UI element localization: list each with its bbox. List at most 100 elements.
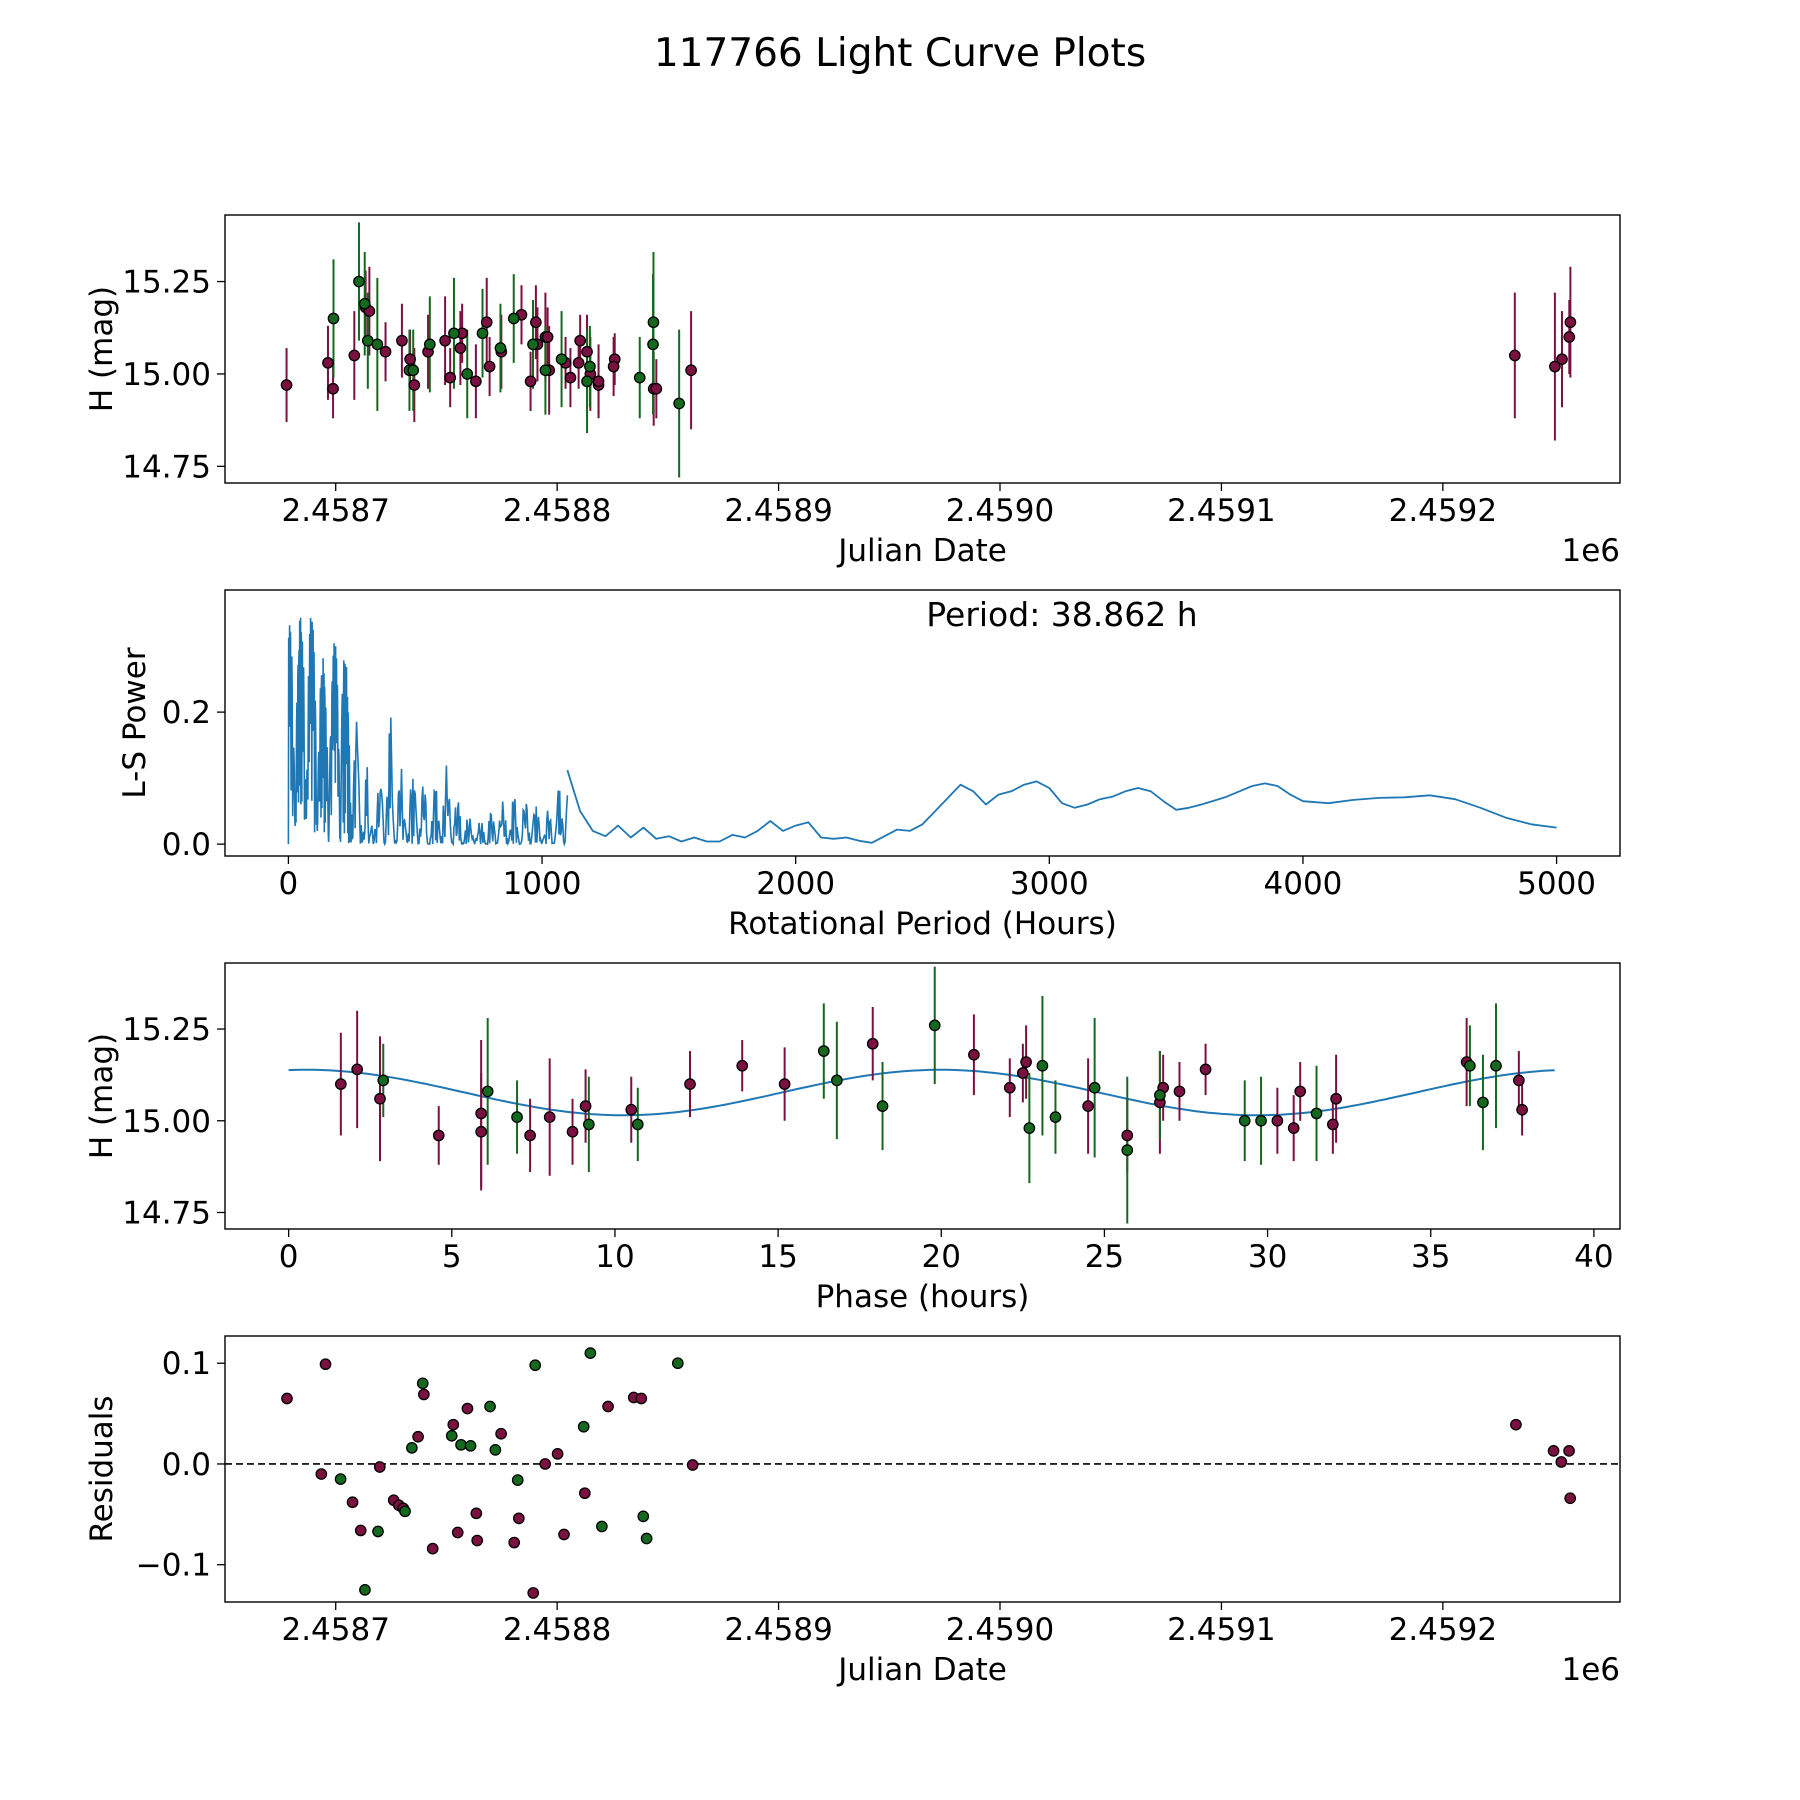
data-point-red [1287,1122,1300,1134]
data-point-red [396,334,408,347]
data-point-red [524,1129,536,1142]
data-point-green [399,1505,411,1518]
data-point-green [1036,1059,1049,1072]
data-point-red [444,371,457,384]
data-point-red [572,357,585,369]
data-point-green [527,338,539,351]
data-point-red [327,382,339,395]
data-point-green [817,1045,830,1057]
data-point-green [1049,1111,1062,1123]
x-tick-label: 25 [1085,1239,1124,1275]
y-axis-label: H (mag) [84,286,120,412]
axes-frame-4 [224,1335,1621,1603]
x-tick-label: 40 [1574,1239,1613,1275]
data-point-red [447,1418,460,1431]
data-point-red [1294,1085,1307,1098]
y-tick-label: 0.1 [162,1346,211,1382]
data-point-green [584,360,596,373]
y-tick-label: −0.1 [136,1548,211,1584]
data-point-red [543,1111,556,1123]
data-point-green [423,338,436,351]
data-point-green [584,1347,597,1359]
data-point-green [489,1444,502,1456]
data-point-red [539,1458,552,1470]
data-point-green [581,375,593,388]
axes-1: 2.4587 2.4588 2.4589 2.4590 2.4591 2.4592 14.7… [84,265,1620,569]
data-point-red [319,1358,332,1371]
data-point-green [359,1584,371,1596]
x-tick-label: 2.4587 [281,1612,389,1648]
fit-curve [288,1068,1555,1117]
data-point-red [426,1542,439,1555]
x-tick-label: 2.4591 [1167,1612,1275,1648]
data-point-red [1555,1456,1568,1468]
x-tick-label: 2.4590 [946,493,1054,529]
data-point-red [527,1587,540,1599]
x-tick-label: 35 [1411,1239,1450,1275]
data-point-green [416,1377,429,1390]
data-point-red [650,382,663,395]
y-axis-label: L-S Power [117,647,153,798]
period-annotation: Period: 38.862 h [926,595,1197,634]
data-point-red [334,1078,347,1090]
y-axis-label: Residuals [84,1395,120,1542]
data-point-red [439,334,451,347]
data-point-red [1020,1056,1032,1068]
data-point-red [1082,1100,1094,1112]
data-point-green [582,1118,595,1131]
data-point-red [1016,1067,1029,1079]
data-point-red [1003,1081,1016,1094]
data-point-red [322,357,334,369]
x-tick-label: 2.4592 [1389,1612,1497,1648]
data-point-red [408,379,421,391]
x-tick-label: 30 [1248,1239,1287,1275]
data-point-red [1326,1118,1339,1131]
x-tick-label: 1000 [503,866,582,902]
data-point-red [475,1125,488,1138]
x-tick-label: 4000 [1264,866,1343,902]
x-tick-label: 2.4587 [281,493,389,529]
data-point-green [494,342,507,354]
x-tick-label: 0 [279,866,299,902]
data-point-red [508,1536,521,1549]
data-point-green [1023,1122,1036,1134]
data-point-red [404,353,416,366]
data-point-green [1154,1089,1166,1101]
data-point-green [406,1441,418,1454]
x-tick-label: 3000 [1010,866,1089,902]
y-tick-label: 14.75 [122,1195,211,1231]
data-point-red [480,316,493,329]
data-point-red [1512,1074,1525,1087]
data-point-green [464,1439,477,1452]
y-tick-label: 15.00 [122,357,211,393]
data-point-red [346,1496,359,1509]
data-point-green [407,364,420,377]
data-point-red [461,1402,474,1415]
data-point-red [374,1092,386,1105]
x-offset-text: 1e6 [1561,1652,1620,1688]
y-tick-label: 0.0 [162,1447,211,1483]
data-point-red [470,1507,483,1520]
y-tick-label: 15.00 [122,1104,211,1140]
data-point-green [334,1473,347,1485]
data-point-red [1516,1103,1528,1116]
data-point-green [673,397,686,410]
data-point-green [631,1118,644,1131]
data-point-green [484,1400,496,1413]
x-axis-label: Rotational Period (Hours) [728,906,1117,942]
data-point-red [1199,1063,1212,1076]
y-tick-label: 14.75 [122,449,211,485]
data-point-red [684,1078,696,1090]
data-point-green [637,1510,650,1523]
data-point-green [445,1429,458,1442]
data-point-green [1255,1114,1267,1127]
data-point-green [671,1357,684,1370]
x-tick-label: 0 [279,1239,299,1275]
data-point-green [461,368,474,380]
data-point-green [1088,1081,1101,1094]
data-point-red [1549,360,1561,373]
data-point-red [686,1459,699,1471]
data-point-green [511,1111,523,1123]
x-tick-label: 2000 [756,866,835,902]
data-point-red [351,1063,364,1076]
